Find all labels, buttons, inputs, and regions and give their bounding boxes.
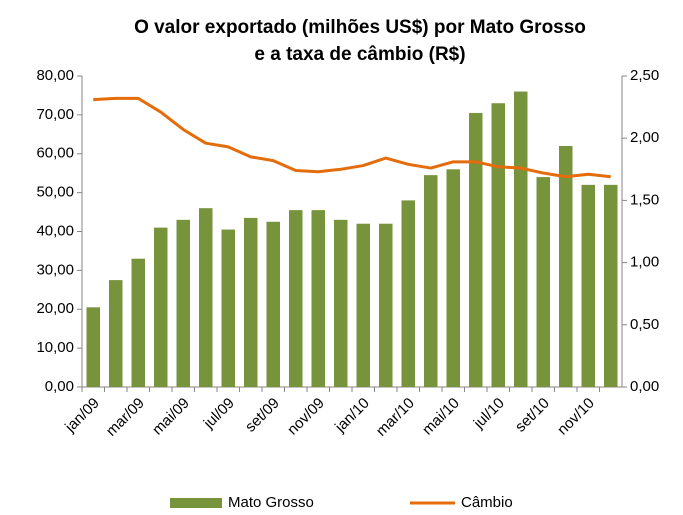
y-tick-label: 40,00 [36,222,74,239]
bar [199,208,213,387]
legend-label: Câmbio [461,494,513,511]
y-tick-label: 0,00 [45,378,74,395]
bar [334,219,348,387]
x-tick-label: jan/09 [61,395,103,437]
bar [401,200,415,387]
x-tick-label: mar/10 [373,395,418,440]
bar [536,177,550,387]
y2-tick-label: 0,00 [630,378,659,395]
bar [491,103,505,388]
legend-swatch [170,498,222,508]
bar [581,184,595,387]
y-tick-label: 80,00 [36,67,74,84]
bar [289,210,303,387]
x-tick-label: set/10 [512,395,553,436]
y-tick-label: 30,00 [36,261,74,278]
y2-tick-label: 0,50 [630,316,659,333]
bar [379,223,393,387]
bar [154,227,168,387]
x-tick-label: mai/10 [419,395,463,439]
bar [221,229,235,387]
bar [109,280,123,387]
bar [176,219,190,387]
x-tick-label: mai/09 [149,395,193,439]
bar [514,91,528,388]
bar [244,217,258,387]
bar [131,258,145,387]
y2-tick-label: 1,50 [630,191,659,208]
y-tick-label: 70,00 [36,106,74,123]
chart-title: e a taxa de câmbio (R$) [254,44,465,65]
x-tick-label: nov/09 [284,395,328,439]
bar [424,175,438,387]
y2-tick-label: 2,00 [630,129,659,146]
bar [266,221,280,387]
bar [446,169,460,387]
bar [559,145,573,387]
y-tick-label: 10,00 [36,339,74,356]
chart-title: O valor exportado (milhões US$) por Mato… [134,17,586,38]
y2-tick-label: 1,00 [630,254,659,271]
x-tick-label: nov/10 [554,395,598,439]
legend-label: Mato Grosso [228,494,314,511]
y-tick-label: 60,00 [36,145,74,162]
bar [86,307,100,387]
y-tick-label: 50,00 [36,184,74,201]
bar [604,184,618,387]
x-tick-label: mar/09 [103,395,148,440]
bar [311,210,325,387]
y2-tick-label: 2,50 [630,67,659,84]
x-tick-label: set/09 [242,395,283,436]
x-tick-label: jul/09 [200,395,238,433]
bar [469,112,483,388]
bar [356,223,370,387]
line [93,96,611,179]
y-tick-label: 20,00 [36,300,74,317]
x-tick-label: jul/10 [470,395,508,433]
x-tick-label: jan/10 [331,395,373,437]
